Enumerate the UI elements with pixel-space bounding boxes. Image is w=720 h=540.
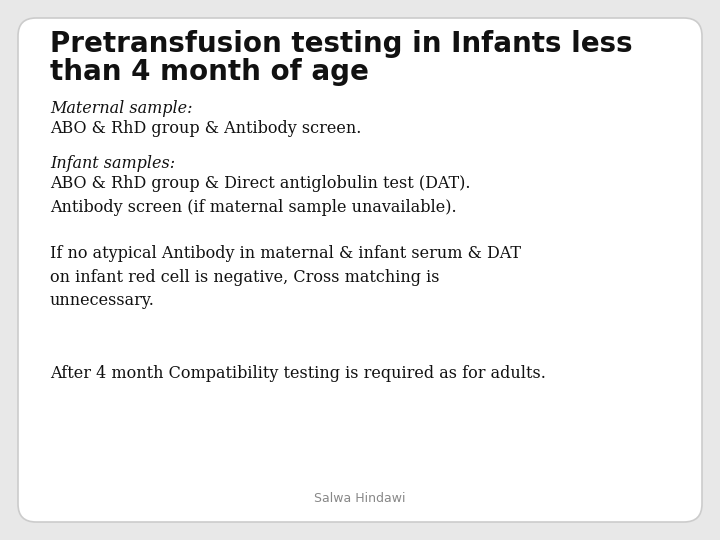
Text: ABO & RhD group & Antibody screen.: ABO & RhD group & Antibody screen. xyxy=(50,120,361,137)
Text: After 4 month Compatibility testing is required as for adults.: After 4 month Compatibility testing is r… xyxy=(50,365,546,382)
Text: Salwa Hindawi: Salwa Hindawi xyxy=(314,491,406,504)
Text: ABO & RhD group & Direct antiglobulin test (DAT).
Antibody screen (if maternal s: ABO & RhD group & Direct antiglobulin te… xyxy=(50,175,470,215)
Text: Maternal sample:: Maternal sample: xyxy=(50,100,192,117)
Text: Pretransfusion testing in Infants less: Pretransfusion testing in Infants less xyxy=(50,30,633,58)
Text: than 4 month of age: than 4 month of age xyxy=(50,58,369,86)
Text: Infant samples:: Infant samples: xyxy=(50,155,175,172)
FancyBboxPatch shape xyxy=(18,18,702,522)
Text: If no atypical Antibody in maternal & infant serum & DAT
on infant red cell is n: If no atypical Antibody in maternal & in… xyxy=(50,245,521,309)
